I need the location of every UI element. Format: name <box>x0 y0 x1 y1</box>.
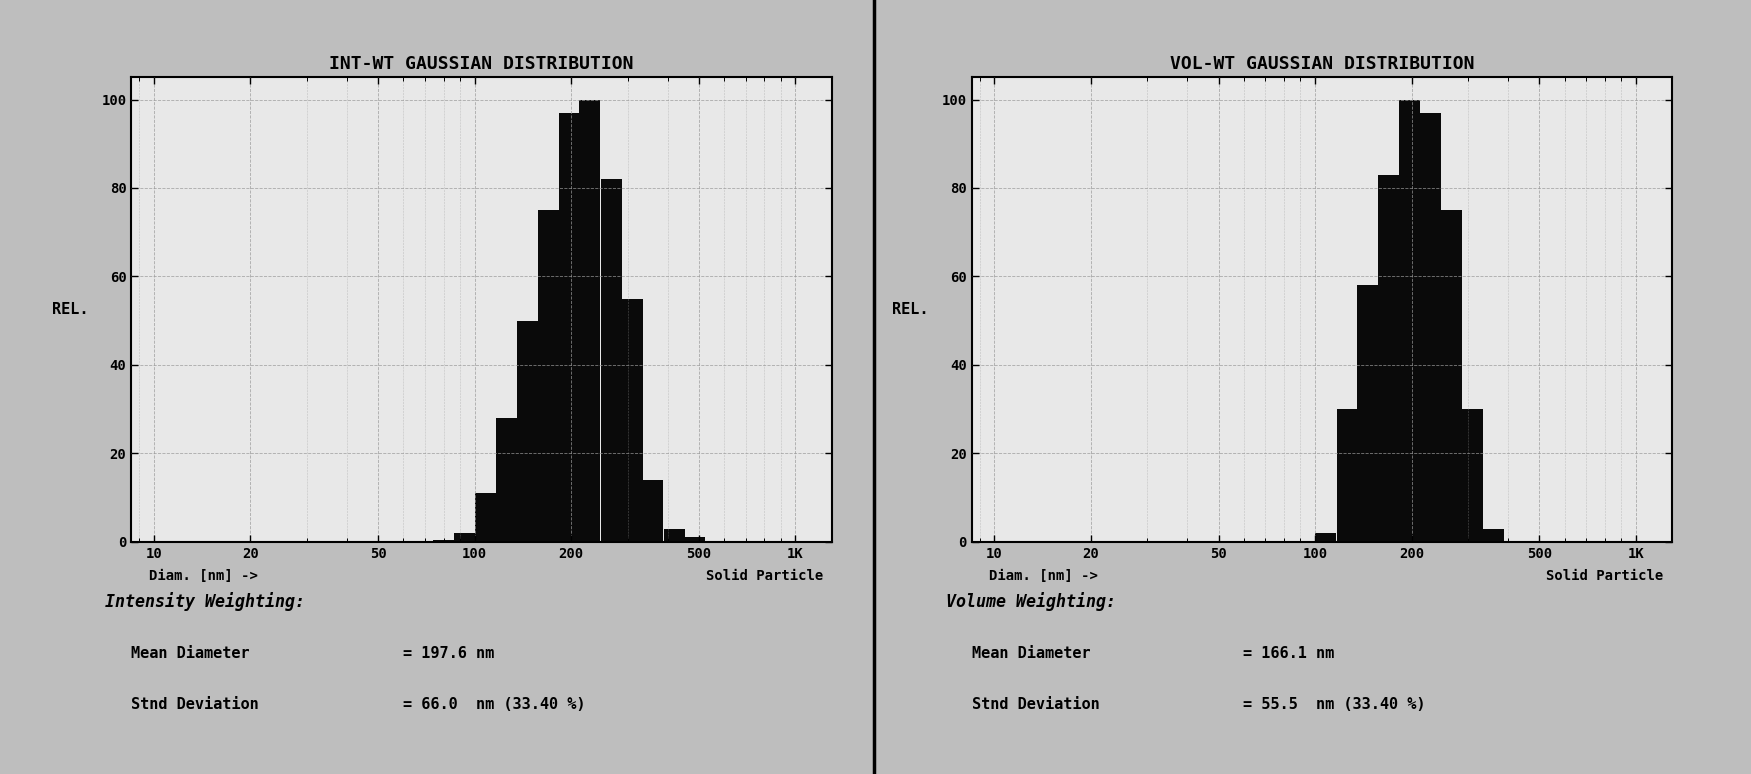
Bar <box>517 320 538 542</box>
Bar <box>664 529 685 542</box>
Bar <box>1315 533 1336 542</box>
Title: INT-WT GAUSSIAN DISTRIBUTION: INT-WT GAUSSIAN DISTRIBUTION <box>329 55 634 73</box>
Bar <box>601 179 622 542</box>
Text: Solid Particle: Solid Particle <box>1546 569 1663 583</box>
Bar <box>1420 113 1441 542</box>
Text: Solid Particle: Solid Particle <box>706 569 823 583</box>
Text: Diam. [nm] ->: Diam. [nm] -> <box>149 569 257 583</box>
Text: = 55.5  nm (33.40 %): = 55.5 nm (33.40 %) <box>1243 697 1425 711</box>
Bar <box>538 210 559 542</box>
Bar <box>643 480 664 542</box>
Bar <box>432 539 454 542</box>
Bar <box>580 100 601 542</box>
Bar <box>1462 409 1483 542</box>
Bar <box>496 418 517 542</box>
Bar <box>685 537 706 542</box>
Text: Mean Diameter: Mean Diameter <box>972 646 1091 661</box>
Text: Stnd Deviation: Stnd Deviation <box>131 697 259 711</box>
Bar <box>1441 210 1462 542</box>
Bar <box>1483 529 1504 542</box>
Text: Stnd Deviation: Stnd Deviation <box>972 697 1100 711</box>
Bar <box>559 113 580 542</box>
Text: Intensity Weighting:: Intensity Weighting: <box>105 592 305 611</box>
Text: = 197.6 nm: = 197.6 nm <box>403 646 494 661</box>
Text: Diam. [nm] ->: Diam. [nm] -> <box>989 569 1098 583</box>
Bar <box>1399 100 1420 542</box>
Text: = 66.0  nm (33.40 %): = 66.0 nm (33.40 %) <box>403 697 585 711</box>
Bar <box>1336 409 1357 542</box>
Text: Volume Weighting:: Volume Weighting: <box>946 592 1115 611</box>
Bar <box>454 533 475 542</box>
Text: REL.: REL. <box>893 302 928 317</box>
Bar <box>1357 286 1378 542</box>
Title: VOL-WT GAUSSIAN DISTRIBUTION: VOL-WT GAUSSIAN DISTRIBUTION <box>1170 55 1474 73</box>
Bar <box>1378 175 1399 542</box>
Text: Mean Diameter: Mean Diameter <box>131 646 250 661</box>
Text: REL.: REL. <box>53 302 88 317</box>
Bar <box>622 299 643 542</box>
Bar <box>475 493 496 542</box>
Text: = 166.1 nm: = 166.1 nm <box>1243 646 1334 661</box>
